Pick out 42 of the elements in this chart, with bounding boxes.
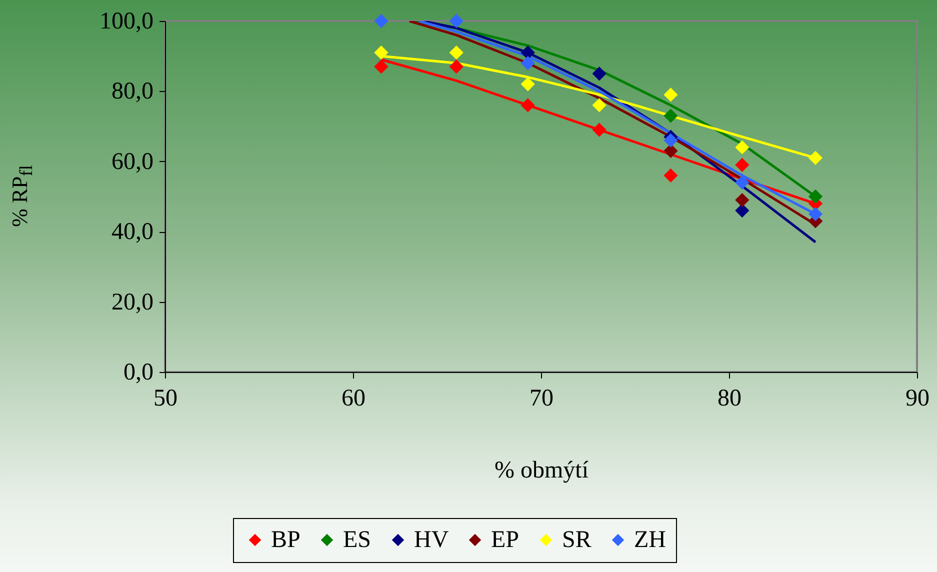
point — [735, 175, 750, 190]
legend-label: HV — [414, 527, 450, 553]
legend-label: ES — [343, 527, 372, 553]
point — [520, 98, 535, 112]
point — [735, 158, 750, 172]
y-tick-label: 0,0 — [124, 360, 154, 386]
point — [592, 66, 606, 81]
point — [520, 56, 535, 70]
point — [374, 60, 388, 74]
legend-label: SR — [562, 527, 592, 553]
legend-label: EP — [491, 527, 520, 553]
point — [735, 203, 750, 218]
point — [808, 206, 823, 222]
point — [520, 77, 535, 92]
x-tick-label: 50 — [154, 386, 178, 412]
y-tick-label: 40,0 — [112, 219, 154, 246]
point — [664, 168, 678, 183]
point — [374, 14, 388, 28]
x-tick-label: 60 — [342, 386, 366, 412]
x-tick-label: 70 — [530, 386, 554, 412]
legend-label: ZH — [634, 527, 666, 553]
point — [735, 192, 750, 208]
point — [664, 144, 678, 158]
y-tick-label: 60,0 — [112, 148, 154, 175]
y-tick-label: 100,0 — [100, 8, 154, 34]
point — [374, 46, 388, 60]
point — [808, 189, 823, 204]
point — [449, 14, 464, 28]
x-axis-title: % obmýtí — [494, 458, 589, 484]
y-tick-label: 80,0 — [112, 78, 154, 105]
point — [664, 88, 678, 102]
y-tick-label: 20,0 — [112, 289, 154, 316]
legend-label: BP — [271, 527, 300, 553]
point — [592, 98, 606, 112]
point — [449, 60, 464, 74]
x-tick-label: 90 — [906, 386, 930, 412]
point — [808, 150, 823, 165]
point — [664, 108, 678, 123]
x-tick-label: 80 — [718, 386, 742, 412]
point — [449, 46, 464, 60]
point — [592, 122, 606, 137]
point — [664, 133, 678, 148]
